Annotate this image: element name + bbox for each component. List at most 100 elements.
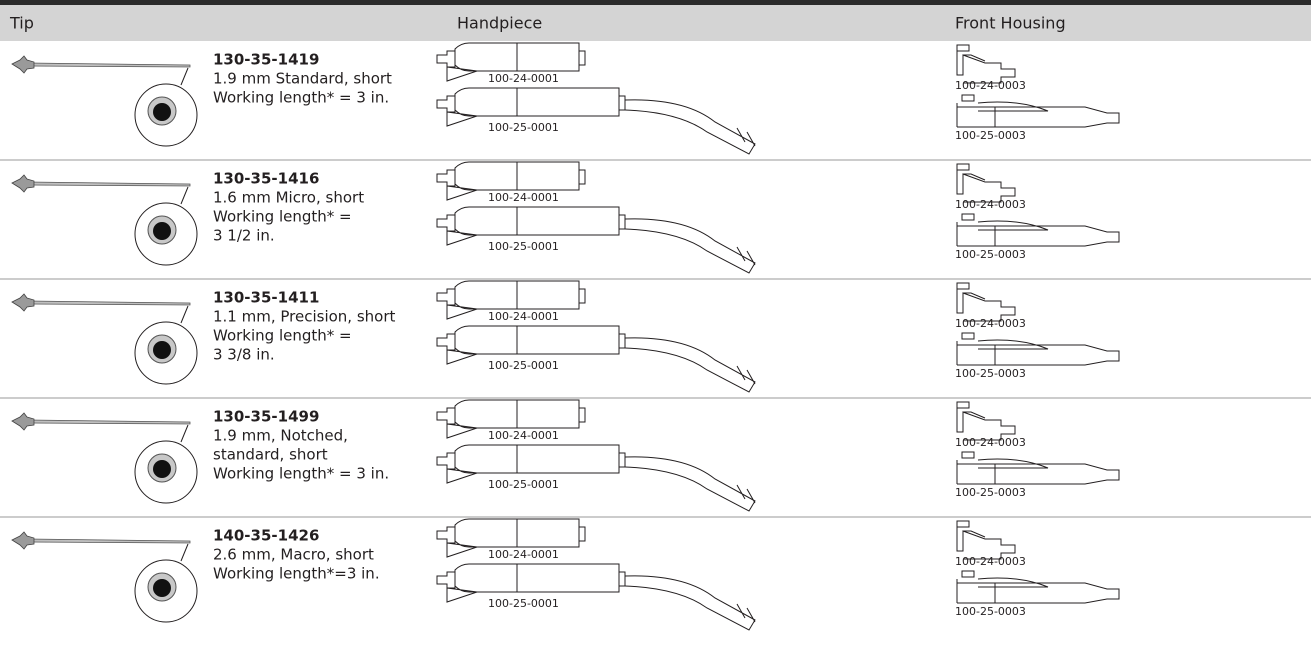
tip-drawing <box>11 293 198 385</box>
handpiece-cable <box>624 99 756 155</box>
handpiece-cable <box>624 575 756 631</box>
tip-pointer <box>180 543 189 562</box>
tip-shaft <box>27 419 191 425</box>
part-description: 1.9 mm Standard, short <box>213 70 392 88</box>
handpiece-cable <box>624 337 756 393</box>
housing-code: 100-25-0003 <box>955 129 1026 142</box>
top-bar <box>0 0 1311 5</box>
handpiece-code: 100-24-0001 <box>488 310 559 323</box>
handpiece-drawings <box>436 161 756 274</box>
housing-small <box>956 520 1016 560</box>
housing-code: 100-24-0003 <box>955 198 1026 211</box>
part-description: Working length* = 3 in. <box>213 89 389 107</box>
housing-drawings <box>956 44 1120 128</box>
handpiece-cable <box>624 218 756 274</box>
housing-small <box>956 44 1016 84</box>
part-description: 1.9 mm, Notched, <box>213 427 348 445</box>
handpiece-code: 100-25-0001 <box>488 240 559 253</box>
part-description: standard, short <box>213 446 328 464</box>
tip-hub <box>11 174 35 193</box>
tip-shaft <box>27 538 191 544</box>
tip-bore <box>153 579 171 597</box>
housing-code: 100-24-0003 <box>955 317 1026 330</box>
header-tip: Tip <box>9 14 34 33</box>
housing-large <box>956 332 1120 366</box>
handpiece-body <box>436 399 586 439</box>
part-number: 140-35-1426 <box>213 527 319 545</box>
tip-hub <box>11 55 35 74</box>
handpiece-code: 100-25-0001 <box>488 597 559 610</box>
handpiece-code: 100-25-0001 <box>488 359 559 372</box>
part-number: 130-35-1499 <box>213 408 319 426</box>
housing-large <box>956 570 1120 604</box>
tip-drawing <box>11 412 198 504</box>
tip-bore <box>153 103 171 121</box>
part-number: 130-35-1419 <box>213 51 319 69</box>
tip-bore <box>153 460 171 478</box>
handpiece-cable <box>624 456 756 512</box>
part-description: 3 1/2 in. <box>213 227 275 245</box>
housing-drawings <box>956 282 1120 366</box>
housing-code: 100-24-0003 <box>955 79 1026 92</box>
part-number: 130-35-1416 <box>213 170 319 188</box>
handpiece-code: 100-25-0001 <box>488 478 559 491</box>
tip-drawing <box>11 55 198 147</box>
part-description: Working length* = <box>213 208 352 226</box>
tip-bore <box>153 341 171 359</box>
tip-pointer <box>180 305 189 324</box>
housing-large <box>956 451 1120 485</box>
housing-small <box>956 163 1016 203</box>
handpiece-code: 100-24-0001 <box>488 191 559 204</box>
housing-drawings <box>956 401 1120 485</box>
header-handpiece: Handpiece <box>457 14 542 33</box>
handpiece-body <box>436 444 626 484</box>
part-description: 1.6 mm Micro, short <box>213 189 364 207</box>
handpiece-body <box>436 161 586 201</box>
housing-code: 100-24-0003 <box>955 555 1026 568</box>
housing-large <box>956 213 1120 247</box>
handpiece-code: 100-24-0001 <box>488 548 559 561</box>
handpiece-code: 100-24-0001 <box>488 429 559 442</box>
handpiece-body <box>436 42 586 82</box>
tip-pointer <box>180 67 189 86</box>
housing-code: 100-24-0003 <box>955 436 1026 449</box>
tip-shaft <box>27 181 191 187</box>
handpiece-drawings <box>436 399 756 512</box>
tip-drawing <box>11 174 198 266</box>
header-front-housing: Front Housing <box>955 14 1066 33</box>
housing-small <box>956 401 1016 441</box>
part-description: 2.6 mm, Macro, short <box>213 546 374 564</box>
part-description: 1.1 mm, Precision, short <box>213 308 396 326</box>
part-description: Working length*=3 in. <box>213 565 380 583</box>
handpiece-body <box>436 280 586 320</box>
housing-large <box>956 94 1120 128</box>
tip-pointer <box>180 186 189 205</box>
tip-hub <box>11 531 35 550</box>
handpiece-body <box>436 87 626 127</box>
part-number: 130-35-1411 <box>213 289 319 307</box>
part-description: 3 3/8 in. <box>213 346 275 364</box>
handpiece-body <box>436 518 586 558</box>
housing-small <box>956 282 1016 322</box>
tip-hub <box>11 293 35 312</box>
handpiece-body <box>436 206 626 246</box>
part-description: Working length* = <box>213 327 352 345</box>
tip-bore <box>153 222 171 240</box>
handpiece-body <box>436 563 626 603</box>
tip-shaft <box>27 300 191 306</box>
housing-drawings <box>956 163 1120 247</box>
housing-drawings <box>956 520 1120 604</box>
handpiece-body <box>436 325 626 365</box>
housing-code: 100-25-0003 <box>955 605 1026 618</box>
part-description: Working length* = 3 in. <box>213 465 389 483</box>
housing-code: 100-25-0003 <box>955 248 1026 261</box>
tip-hub <box>11 412 35 431</box>
handpiece-drawings <box>436 280 756 393</box>
handpiece-drawings <box>436 42 756 155</box>
housing-code: 100-25-0003 <box>955 367 1026 380</box>
handpiece-code: 100-24-0001 <box>488 72 559 85</box>
handpiece-code: 100-25-0001 <box>488 121 559 134</box>
header-row <box>0 5 1311 41</box>
housing-code: 100-25-0003 <box>955 486 1026 499</box>
